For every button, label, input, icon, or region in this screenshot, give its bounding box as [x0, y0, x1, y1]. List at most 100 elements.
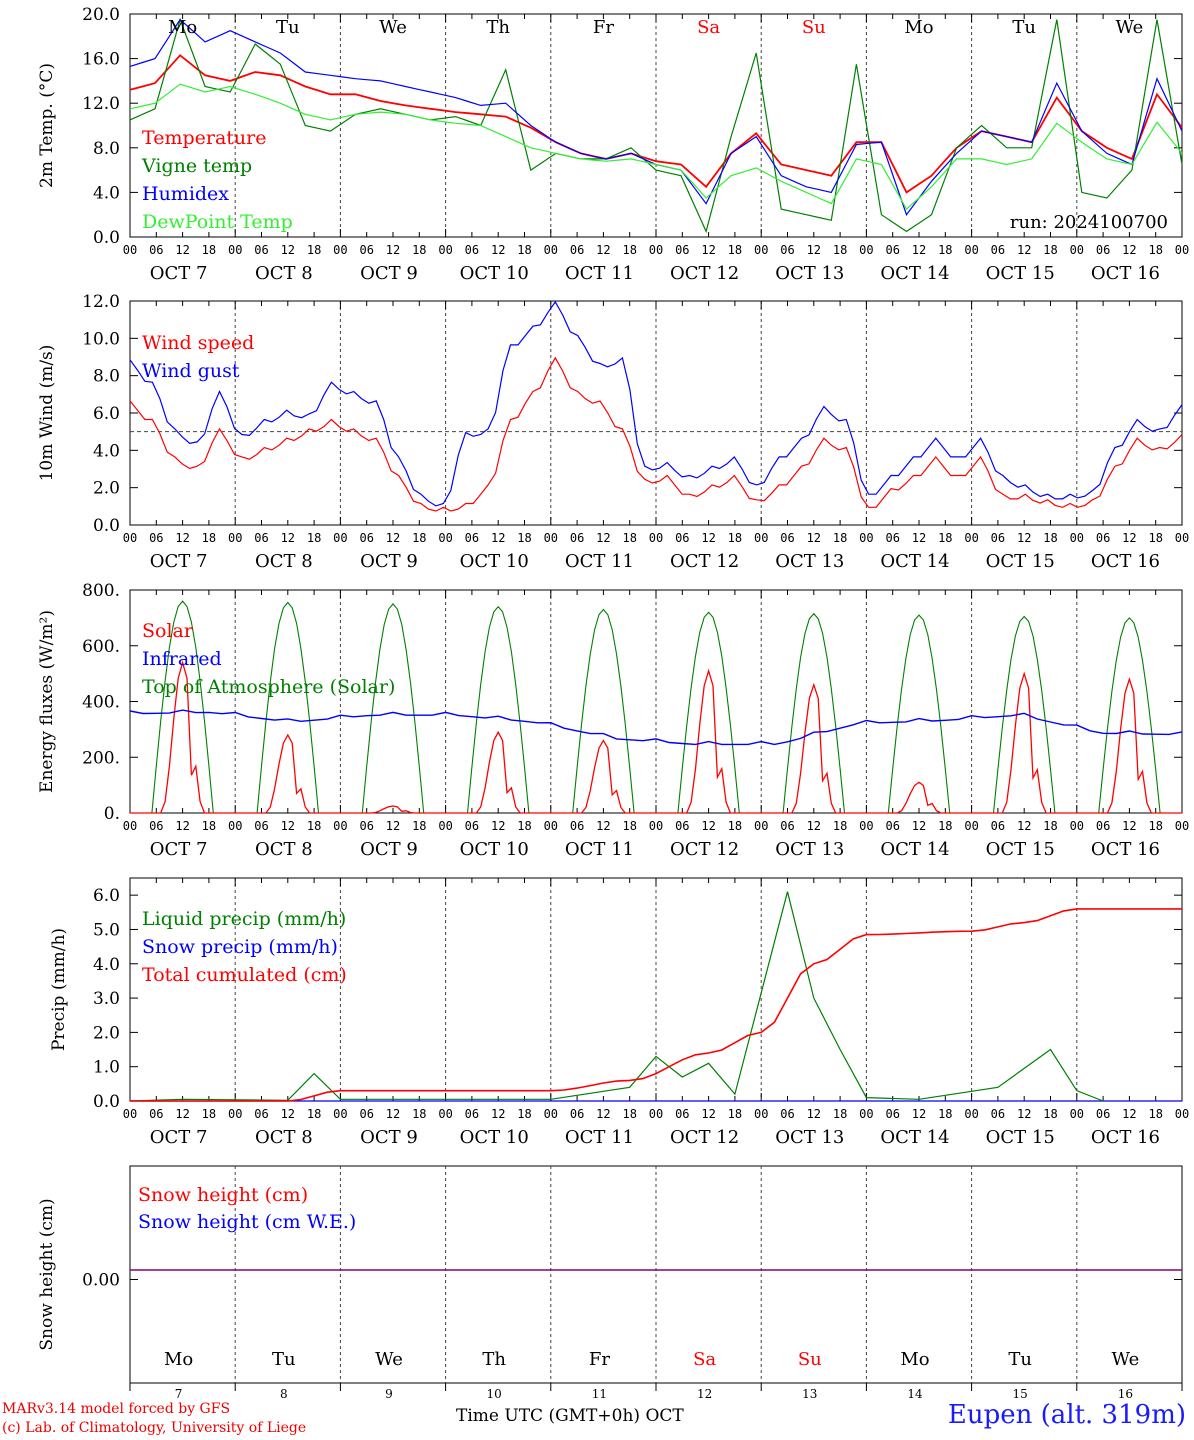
hour-tick-label: 12	[912, 819, 926, 833]
day-number: 10	[487, 1387, 502, 1400]
date-label: OCT 10	[460, 551, 529, 572]
day-number: 8	[280, 1387, 288, 1400]
hour-tick-label: 12	[175, 243, 189, 257]
hour-tick-label: 00	[544, 243, 558, 257]
y-tick-label: 0.	[104, 804, 120, 824]
legend-entry: Top of Atmosphere (Solar)	[142, 676, 395, 698]
legend-entry: Wind speed	[142, 332, 254, 354]
hour-tick-label: 18	[307, 1107, 321, 1121]
hour-tick-label: 00	[649, 531, 663, 545]
y-tick-label: 600.	[82, 637, 120, 657]
hour-tick-label: 18	[1043, 531, 1057, 545]
hour-tick-label: 00	[964, 243, 978, 257]
date-label: OCT 12	[670, 551, 739, 572]
date-label: OCT 7	[150, 551, 208, 572]
station-name: Eupen (alt. 319m)	[947, 1400, 1186, 1430]
day-number: 16	[1118, 1387, 1133, 1400]
hour-tick-label: 12	[386, 243, 400, 257]
hour-tick-label: 18	[622, 531, 636, 545]
day-name: We	[379, 17, 407, 38]
hour-tick-label: 18	[938, 819, 952, 833]
hour-tick-label: 06	[570, 1107, 584, 1121]
y-tick-label: 0.0	[93, 1092, 120, 1112]
y-tick-label: 0.0	[93, 228, 120, 248]
hour-tick-label: 06	[885, 1107, 899, 1121]
hour-tick-label: 06	[254, 1107, 268, 1121]
hour-tick-label: 06	[885, 243, 899, 257]
hour-tick-label: 12	[386, 531, 400, 545]
date-label: OCT 10	[460, 1127, 529, 1148]
y-axis-label: 10m Wind (m/s)	[37, 345, 57, 482]
plot-frame	[129, 13, 1183, 238]
date-label: OCT 12	[670, 839, 739, 860]
hour-tick-label: 18	[728, 243, 742, 257]
date-label: OCT 8	[255, 839, 313, 860]
date-label: OCT 7	[150, 839, 208, 860]
y-tick-label: 10.0	[82, 329, 120, 349]
y-tick-label: 1.0	[93, 1058, 120, 1078]
hour-tick-label: 00	[754, 1107, 768, 1121]
hour-tick-label: 06	[570, 531, 584, 545]
date-label: OCT 11	[565, 263, 634, 284]
hour-tick-label: 12	[701, 531, 715, 545]
hour-tick-label: 00	[438, 819, 452, 833]
hour-tick-label: 06	[359, 531, 373, 545]
y-tick-label: 4.0	[93, 183, 120, 203]
day-name: Su	[802, 17, 826, 38]
legend-entry: Snow height (cm)	[138, 1184, 308, 1206]
hour-tick-label: 00	[649, 819, 663, 833]
hour-tick-label: 12	[807, 531, 821, 545]
hour-tick-label: 12	[807, 819, 821, 833]
hour-tick-label: 06	[1096, 531, 1110, 545]
legend-entry: Wind gust	[142, 360, 240, 382]
hour-tick-label: 00	[544, 819, 558, 833]
hour-tick-label: 18	[1148, 243, 1162, 257]
hour-tick-label: 12	[912, 531, 926, 545]
day-number: 12	[697, 1387, 712, 1400]
day-name: Fr	[589, 1349, 610, 1370]
plot-frame	[129, 300, 1183, 526]
y-axis-label: Precip (mm/h)	[49, 928, 69, 1051]
day-name: Tu	[272, 1349, 296, 1370]
hour-tick-label: 00	[333, 1107, 347, 1121]
hour-tick-label: 00	[544, 531, 558, 545]
hour-tick-label: 18	[728, 819, 742, 833]
hour-tick-label: 18	[412, 243, 426, 257]
hour-tick-label: 18	[517, 531, 531, 545]
hour-tick-label: 06	[780, 531, 794, 545]
y-tick-label: 800.	[82, 581, 120, 601]
hour-tick-label: 00	[754, 819, 768, 833]
date-label: OCT 15	[986, 1127, 1055, 1148]
hour-tick-label: 12	[1017, 1107, 1031, 1121]
hour-tick-label: 12	[701, 243, 715, 257]
hour-tick-label: 06	[465, 1107, 479, 1121]
day-name: Th	[486, 17, 510, 38]
panel-4: 00 06 12 18 00 06 12 18 00 06 12 18 00 06 12 18 00 06 12 18…	[49, 877, 1189, 1148]
hour-tick-label: 00	[1175, 819, 1189, 833]
hour-tick-label: 18	[833, 531, 847, 545]
hour-tick-label: 06	[149, 819, 163, 833]
y-tick-label: 5.0	[93, 920, 120, 940]
y-tick-label: 12.0	[82, 94, 120, 114]
date-label: OCT 13	[775, 1127, 844, 1148]
day-name: Fr	[593, 17, 614, 38]
date-label: OCT 14	[880, 263, 949, 284]
hour-tick-label: 18	[1148, 819, 1162, 833]
date-label: OCT 13	[775, 839, 844, 860]
date-label: OCT 13	[775, 551, 844, 572]
hour-tick-label: 18	[517, 1107, 531, 1121]
hour-tick-label: 12	[1017, 819, 1031, 833]
hour-tick-label: 12	[1017, 531, 1031, 545]
hour-tick-label: 00	[228, 1107, 242, 1121]
series-liquid-precip	[129, 891, 1104, 1102]
hour-tick-label: 00	[333, 819, 347, 833]
hour-tick-label: 06	[885, 531, 899, 545]
hour-tick-label: 00	[1175, 1107, 1189, 1121]
hour-tick-label: 00	[859, 531, 873, 545]
hour-tick-label: 18	[728, 1107, 742, 1121]
date-label: OCT 10	[460, 839, 529, 860]
hour-tick-label: 00	[123, 1107, 137, 1121]
hour-tick-label: 12	[491, 243, 505, 257]
y-tick-label: 20.0	[82, 5, 120, 25]
hour-tick-label: 12	[491, 819, 505, 833]
